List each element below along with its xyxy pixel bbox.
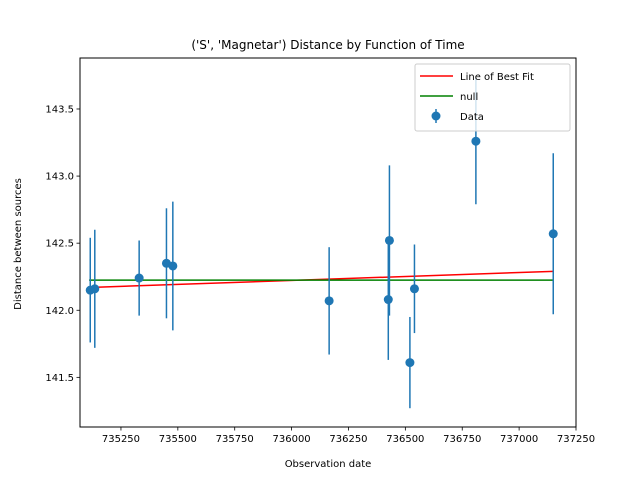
legend-marker-swatch <box>431 111 441 121</box>
y-axis-label: Distance between sources <box>13 178 24 310</box>
x-tick-label: 735500 <box>159 434 197 445</box>
x-tick-label: 737000 <box>500 434 538 445</box>
x-axis-label: Observation date <box>285 459 372 470</box>
data-point <box>168 261 178 271</box>
legend-box <box>414 63 571 132</box>
data-point <box>324 296 334 306</box>
x-tick-label: 736000 <box>273 434 311 445</box>
x-tick-label: 736250 <box>329 434 367 445</box>
data-point <box>383 295 393 305</box>
axes-frame <box>79 57 577 428</box>
data-point <box>405 358 415 368</box>
x-tick-label: 735250 <box>102 434 140 445</box>
data-point <box>548 229 558 239</box>
x-tick-label: 737250 <box>557 434 595 445</box>
data-point <box>90 284 100 294</box>
y-tick-label: 142.0 <box>45 306 74 317</box>
y-tick-label: 143.5 <box>45 104 74 115</box>
legend: Line of Best Fit null Data <box>414 63 571 132</box>
data-point <box>471 136 481 146</box>
data-point <box>409 284 419 294</box>
chart-title: ('S', 'Magnetar') Distance by Function o… <box>191 38 464 52</box>
legend-label: Data <box>460 112 484 123</box>
data-point <box>384 235 394 245</box>
x-tick-label: 735750 <box>216 434 254 445</box>
legend-label: Line of Best Fit <box>460 72 534 83</box>
y-tick-label: 143.0 <box>45 172 74 183</box>
y-tick-label: 141.5 <box>45 373 74 384</box>
y-tick-label: 142.5 <box>45 239 74 250</box>
legend-label: null <box>460 92 478 103</box>
plot-area: 735250 735500 735750 736000 736250 736500 7367… <box>45 57 595 445</box>
x-tick-label: 736500 <box>386 434 424 445</box>
data-point <box>134 273 144 283</box>
x-tick-label: 736750 <box>443 434 481 445</box>
